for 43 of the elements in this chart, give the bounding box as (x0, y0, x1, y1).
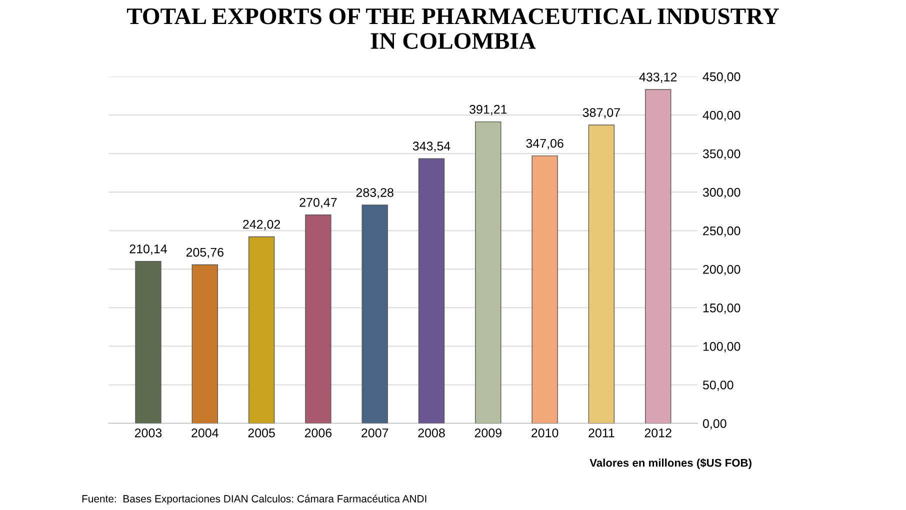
data-label: 270,47 (300, 198, 337, 208)
bar (532, 155, 558, 424)
y-tick-label: 200,00 (703, 264, 740, 276)
data-label: 433,12 (639, 72, 677, 83)
x-tick-label: 2004 (192, 428, 218, 438)
bar (305, 214, 332, 424)
bar (645, 89, 672, 424)
x-tick-label: 2003 (134, 428, 162, 438)
y-tick-label: 100,00 (703, 342, 740, 352)
data-label: 210,14 (130, 244, 167, 255)
text: Valores en millones ($US FOB) (590, 458, 752, 469)
y-tick-label: 250,00 (703, 226, 740, 237)
bar (475, 121, 502, 424)
x-tick-label: 2006 (304, 428, 332, 438)
data-label: 283,28 (356, 188, 394, 198)
x-tick-label: 2012 (644, 428, 672, 438)
bar (135, 261, 162, 424)
bar (248, 236, 275, 424)
bar (362, 204, 388, 424)
source-note: Fuente: Bases Exportaciones DIAN Calculos: Cámara Farmacéutica ANDI (82, 494, 426, 505)
chart-title: TOTAL EXPORTS OF THE PHARMACEUTICAL INDUSTRY IN COLOMBIA (126, 8, 779, 49)
x-tick-label: 2008 (418, 428, 445, 438)
bar (192, 264, 218, 424)
bar (418, 158, 445, 424)
x-tick-label: 2007 (362, 428, 388, 438)
y-tick-label: 50,00 (702, 380, 734, 391)
y-tick-label: 150,00 (703, 304, 740, 314)
data-label: 347,06 (526, 138, 564, 150)
y-tick-label: 450,00 (702, 72, 740, 83)
data-label: 343,54 (412, 142, 450, 152)
data-label: 391,21 (470, 104, 507, 116)
bar (588, 124, 615, 424)
x-tick-label: 2011 (588, 428, 614, 438)
x-tick-label: 2010 (532, 428, 558, 438)
x-tick-label: 2009 (474, 428, 502, 438)
y-tick-label: 0,00 (702, 419, 726, 430)
y-tick-label: 300,00 (702, 188, 740, 198)
x-tick-label: 2005 (248, 428, 275, 438)
data-label: 242,02 (243, 220, 280, 230)
y-tick-label: 400,00 (702, 110, 740, 122)
data-label: 387,07 (582, 108, 620, 118)
data-label: 205,76 (186, 248, 224, 258)
y-tick-label: 350,00 (702, 149, 740, 160)
